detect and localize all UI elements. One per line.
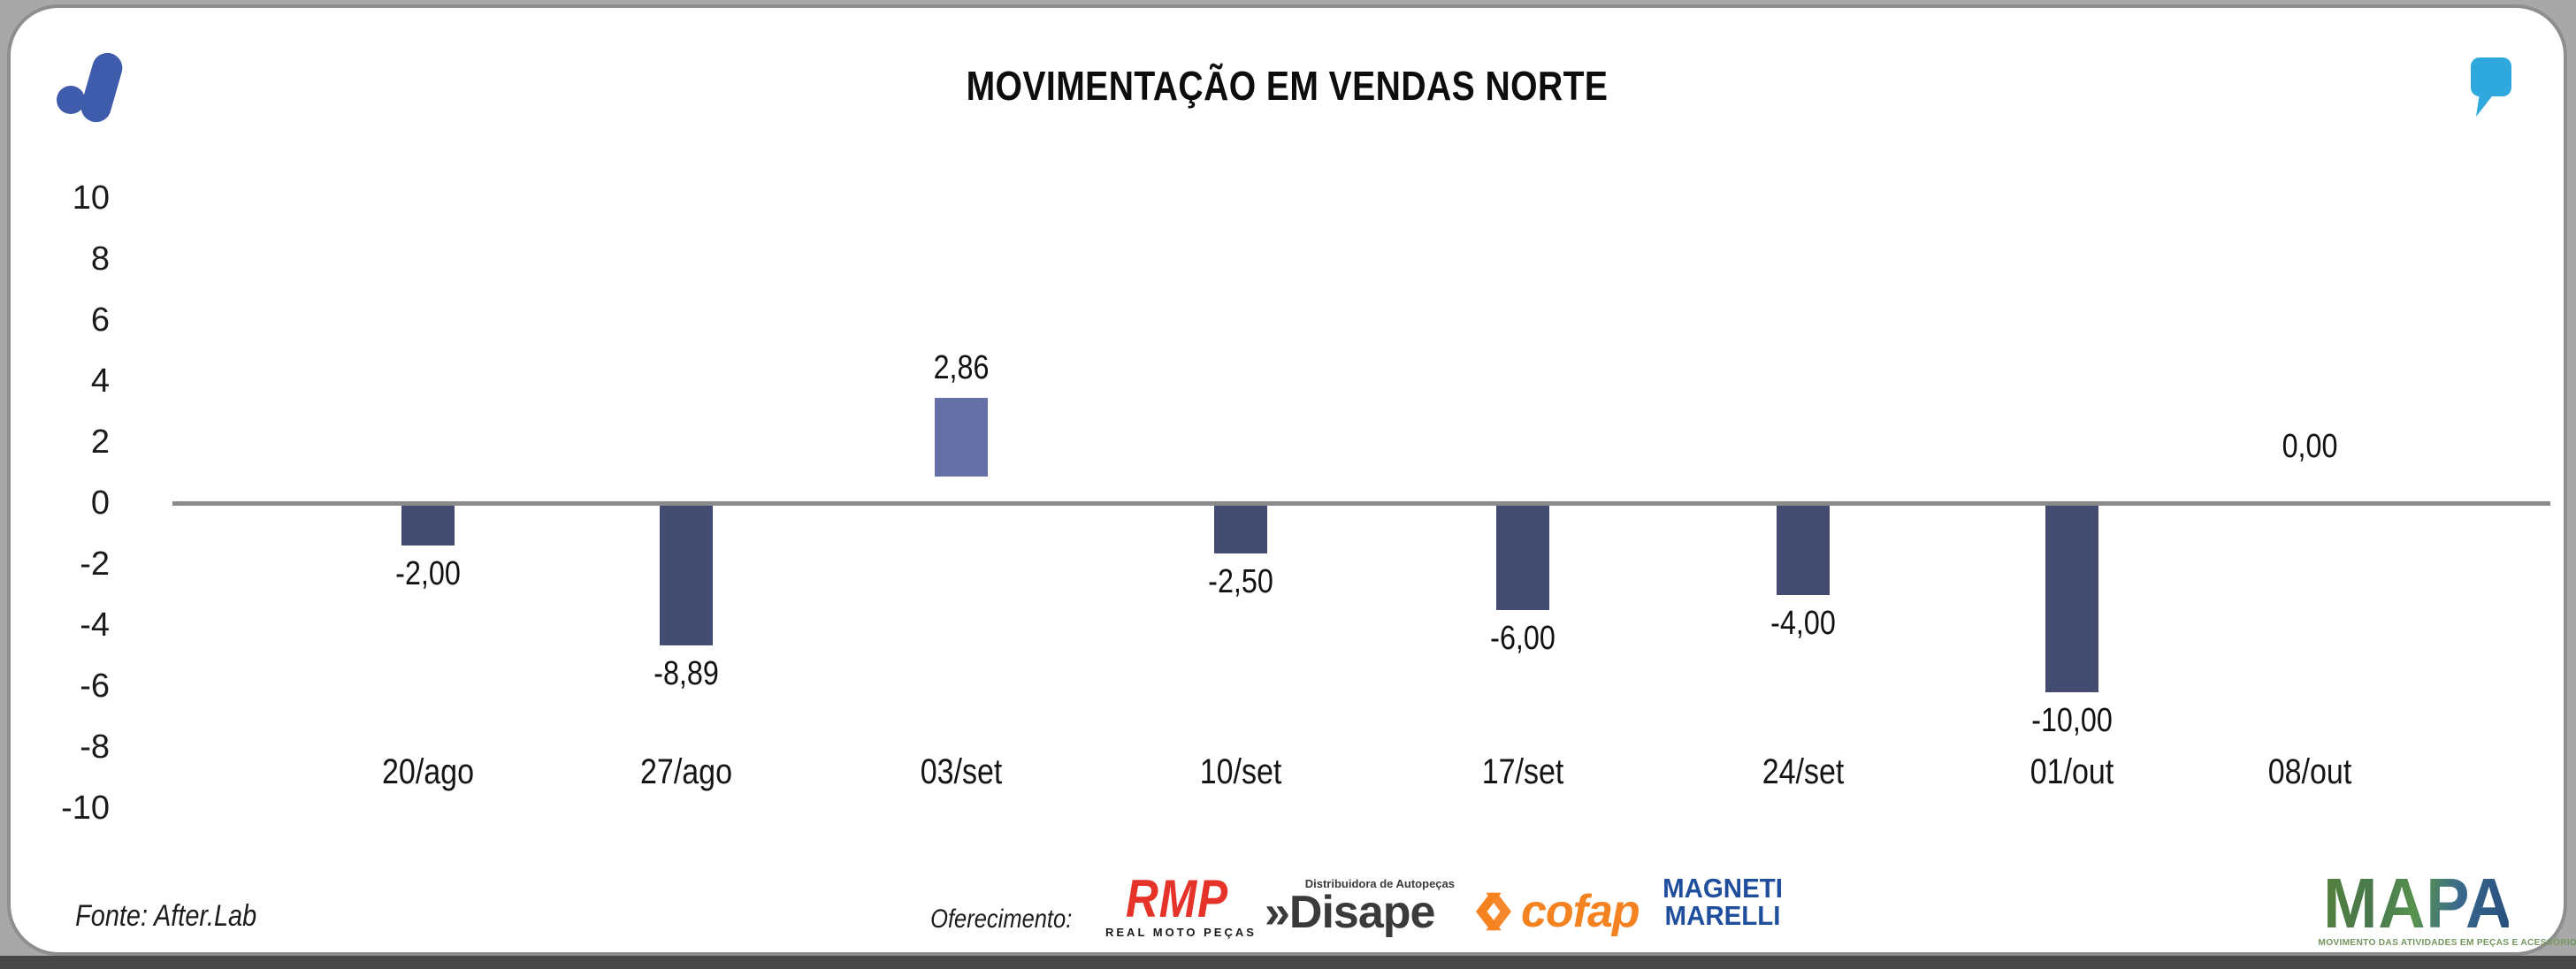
y-tick-label: 0 — [90, 484, 110, 522]
bar-column: -8,89 27/ago — [598, 8, 775, 952]
x-axis-label: 27/ago — [640, 752, 732, 791]
magneti-marelli-logo: MAGNETI MARELLI — [1655, 874, 1790, 929]
bar-value-label: 2,86 — [933, 349, 990, 386]
magneti-line: MAGNETI — [1663, 873, 1783, 904]
y-tick-label: 6 — [90, 301, 110, 339]
x-axis-label: 17/set — [1481, 752, 1564, 791]
report-card: MOVIMENTAÇÃO EM VENDAS NORTE 10 8 6 4 2 … — [7, 4, 2576, 956]
disape-tagline: Distribuidora de Autopeças — [1304, 877, 1455, 890]
marelli-line: MARELLI — [1664, 900, 1781, 931]
bar-value-label: -8,89 — [654, 655, 719, 692]
x-axis-label: 20/ago — [382, 752, 474, 791]
bar-value-label: -2,50 — [1208, 563, 1273, 600]
bar — [401, 505, 455, 546]
bar — [1777, 505, 1830, 595]
bar — [2045, 505, 2098, 692]
rmp-tagline: REAL MOTO PEÇAS — [1105, 926, 1257, 939]
y-tick-label: -4 — [80, 607, 110, 644]
bar-value-label: -6,00 — [1490, 620, 1556, 657]
mapa-tagline: MOVIMENTO DAS ATIVIDADES EM PEÇAS E ACES… — [2318, 937, 2576, 948]
source-note: Fonte: After.Lab — [75, 899, 257, 933]
bar-column: -6,00 17/set — [1434, 8, 1611, 952]
x-axis-label: 10/set — [1199, 752, 1282, 791]
y-tick-label: 4 — [90, 362, 110, 400]
disape-logo: Distribuidora de Autopeças »Disape — [1265, 877, 1455, 938]
cofap-wordmark: cofap — [1521, 886, 1640, 937]
bar-value-label: -4,00 — [1770, 605, 1836, 642]
y-tick-label: 8 — [90, 240, 110, 278]
y-tick-label: -6 — [80, 668, 110, 705]
y-tick-label: -8 — [80, 729, 110, 766]
disape-chevrons: » — [1265, 887, 1290, 938]
cofap-chevron-icon — [1476, 892, 1511, 931]
rmp-wordmark: RMP — [1126, 869, 1228, 928]
background-bottom-strip — [0, 956, 2576, 969]
chart-title: MOVIMENTAÇÃO EM VENDAS NORTE — [966, 63, 1609, 109]
bar-column: -4,00 24/set — [1715, 8, 1892, 952]
bar-value-label: 0,00 — [2282, 428, 2338, 465]
x-axis-label: 08/out — [2267, 752, 2352, 791]
bar-column: -2,00 20/ago — [340, 8, 516, 952]
bar-value-label: -10,00 — [2031, 702, 2113, 739]
bar-column: -2,50 10/set — [1152, 8, 1329, 952]
y-tick-label: 10 — [72, 179, 110, 217]
x-axis-label: 03/set — [920, 752, 1003, 791]
x-axis-label: 24/set — [1762, 752, 1845, 791]
x-axis-label: 01/out — [2029, 752, 2114, 791]
disape-wordmark: »Disape — [1265, 887, 1435, 938]
mapa-wordmark: MAPA — [2323, 864, 2514, 942]
bar-column: -10,00 01/out — [1984, 8, 2160, 952]
y-tick-label: 2 — [90, 423, 110, 461]
quote-icon — [2471, 57, 2511, 117]
bar — [1496, 505, 1549, 610]
y-tick-label: -2 — [80, 546, 110, 583]
cofap-logo: cofap — [1471, 889, 1640, 935]
bar — [1214, 505, 1267, 553]
bar — [935, 398, 988, 477]
sponsors-label: Oferecimento: — [930, 904, 1073, 934]
rmp-logo: RMP REAL MOTO PEÇAS — [1105, 869, 1257, 940]
logo-slash — [77, 49, 126, 126]
bar-column: 0,00 08/out — [2221, 8, 2398, 952]
bar — [660, 505, 713, 645]
bar-column: 2,86 03/set — [873, 8, 1050, 952]
zero-axis-line — [172, 501, 2550, 506]
mapa-logo: MAPA MOVIMENTO DAS ATIVIDADES EM PEÇAS E… — [2315, 864, 2576, 949]
y-tick-label: -10 — [61, 790, 110, 827]
bar-value-label: -2,00 — [395, 555, 461, 592]
after-lab-logo-icon — [57, 49, 133, 126]
